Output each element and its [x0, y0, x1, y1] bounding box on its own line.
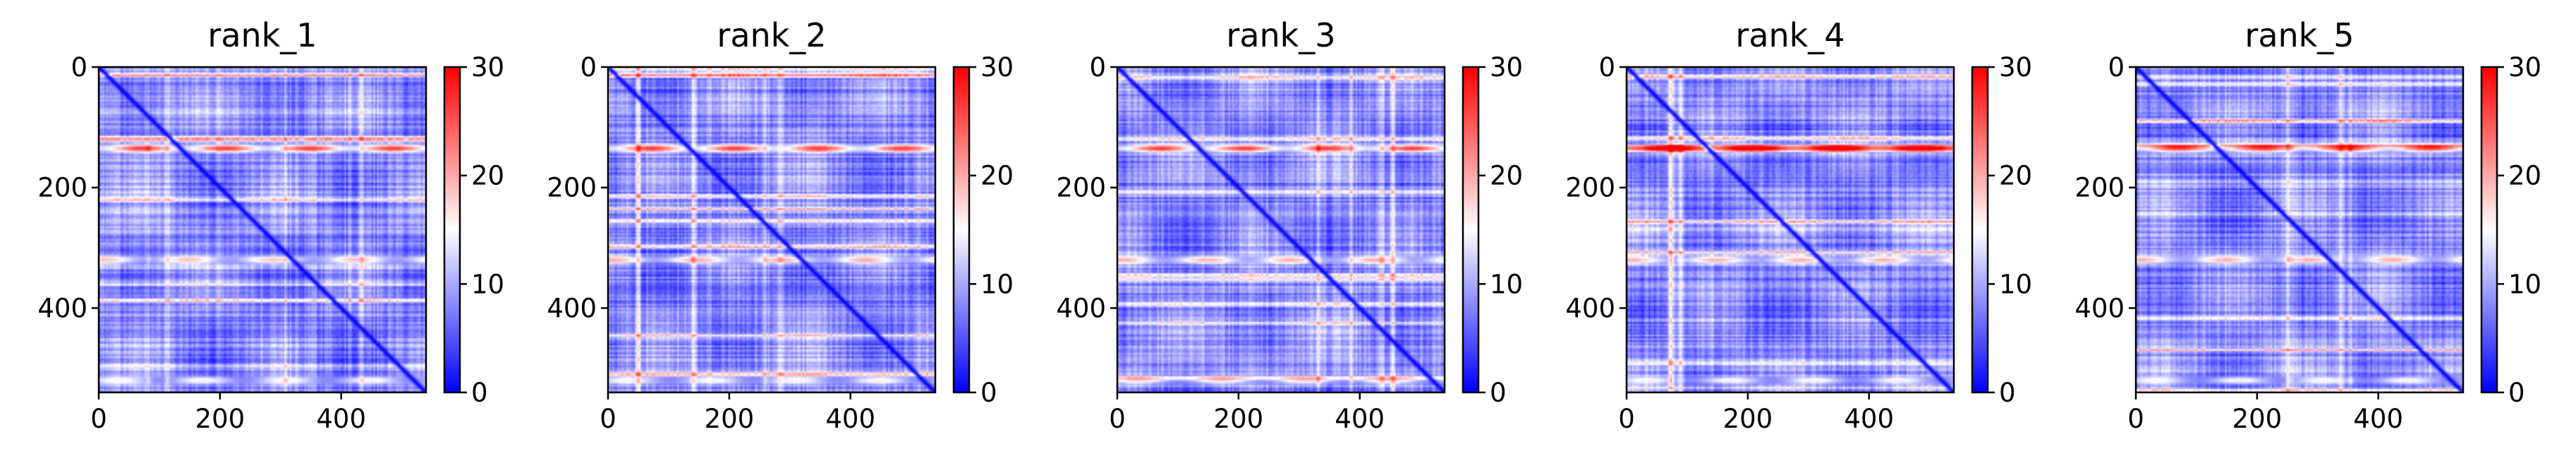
- x-tick-label: 200: [2232, 404, 2283, 434]
- x-tick-label: 200: [1723, 404, 1773, 434]
- heatmap-image: [99, 67, 426, 392]
- x-tick-label: 0: [600, 404, 616, 434]
- y-tick-label: 0: [71, 52, 87, 83]
- colorbar-tick-label: 20: [1999, 161, 2032, 191]
- colorbar-tick-label: 10: [980, 269, 1014, 299]
- x-tick-label: 0: [1618, 404, 1635, 434]
- colorbar-tick-label: 20: [2508, 161, 2541, 191]
- colorbar-tick-label: 30: [980, 52, 1014, 83]
- plot-frame: [607, 66, 937, 394]
- colorbar-tick-label: 0: [980, 378, 997, 408]
- y-tick-label: 200: [2074, 173, 2125, 203]
- x-tick-label: 0: [2127, 404, 2144, 434]
- y-tick-label: 200: [1565, 173, 1615, 203]
- x-tick-label: 400: [316, 404, 366, 434]
- y-tick-label: 200: [37, 173, 87, 203]
- colorbar-tick-label: 20: [471, 161, 504, 191]
- y-tick-label: 400: [1056, 293, 1106, 323]
- y-tick-label: 400: [547, 293, 597, 323]
- colorbar: [1463, 67, 1478, 392]
- y-tick-label: 0: [2108, 52, 2125, 83]
- y-tick-label: 200: [1056, 173, 1106, 203]
- colorbar-tick-label: 10: [2508, 269, 2541, 299]
- x-tick-label: 400: [825, 404, 875, 434]
- colorbar-frame: [2480, 66, 2498, 394]
- plot-frame: [97, 66, 427, 394]
- y-tick-label: 400: [2074, 293, 2125, 323]
- x-tick-label: 400: [1335, 404, 1385, 434]
- y-tick-label: 0: [1089, 52, 1106, 83]
- colorbar-tick-label: 0: [2508, 378, 2525, 408]
- colorbar-tick-label: 30: [1490, 52, 1523, 83]
- panel-3: rank_3 0 200 400 0 200 400 0 10 20 30: [1056, 16, 1523, 434]
- colorbar-frame: [443, 66, 461, 394]
- x-tick-label: 200: [195, 404, 245, 434]
- panel-title: rank_4: [1735, 16, 1845, 54]
- colorbar-tick-label: 10: [471, 269, 504, 299]
- panel-title: rank_2: [717, 16, 826, 54]
- plot-frame: [1625, 66, 1955, 394]
- heatmap-image: [2136, 67, 2463, 392]
- heatmap-image: [1117, 67, 1445, 392]
- colorbar-frame: [1462, 66, 1480, 394]
- y-tick-label: 400: [1565, 293, 1615, 323]
- plot-frame: [1116, 66, 1446, 394]
- x-tick-label: 200: [705, 404, 755, 434]
- x-tick-label: 200: [1214, 404, 1264, 434]
- colorbar-tick-label: 10: [1999, 269, 2032, 299]
- x-tick-label: 400: [2353, 404, 2403, 434]
- heatmap-image: [608, 67, 935, 392]
- x-tick-label: 0: [1109, 404, 1126, 434]
- colorbar-tick-label: 20: [980, 161, 1014, 191]
- colorbar-frame: [952, 66, 971, 394]
- colorbar-tick-label: 30: [471, 52, 504, 83]
- colorbar-tick-label: 0: [1490, 378, 1507, 408]
- panel-2: rank_2 0 200 400 0 200 400 0 10 20 30: [547, 16, 1014, 434]
- panel-4: rank_4 0 200 400 0 200 400 0 10 20 30: [1565, 16, 2032, 434]
- panel-title: rank_1: [207, 16, 317, 54]
- y-tick-label: 200: [547, 173, 597, 203]
- heatmap-image: [1627, 67, 1954, 392]
- colorbar: [2481, 67, 2497, 392]
- panel-5: rank_5 0 200 400 0 200 400 0 10 20 30: [2074, 16, 2541, 434]
- panel-title: rank_5: [2244, 16, 2354, 54]
- colorbar-tick-label: 20: [1490, 161, 1523, 191]
- y-tick-label: 0: [580, 52, 597, 83]
- plot-frame: [2134, 66, 2465, 394]
- colorbar-tick-label: 0: [471, 378, 488, 408]
- colorbar-tick-label: 30: [2508, 52, 2541, 83]
- panel-1: rank_1 0 200 400 0 200 400 0 10 20 30: [37, 16, 504, 434]
- colorbar-tick-label: 0: [1999, 378, 2016, 408]
- x-tick-label: 400: [1844, 404, 1894, 434]
- colorbar: [954, 67, 969, 392]
- panel-title: rank_3: [1226, 16, 1335, 54]
- x-tick-label: 0: [90, 404, 107, 434]
- y-tick-label: 0: [1598, 52, 1615, 83]
- colorbar: [1972, 67, 1988, 392]
- colorbar-tick-label: 30: [1999, 52, 2032, 83]
- colorbar: [444, 67, 460, 392]
- colorbar-tick-label: 10: [1490, 269, 1523, 299]
- y-tick-label: 400: [37, 293, 87, 323]
- colorbar-frame: [1971, 66, 1989, 394]
